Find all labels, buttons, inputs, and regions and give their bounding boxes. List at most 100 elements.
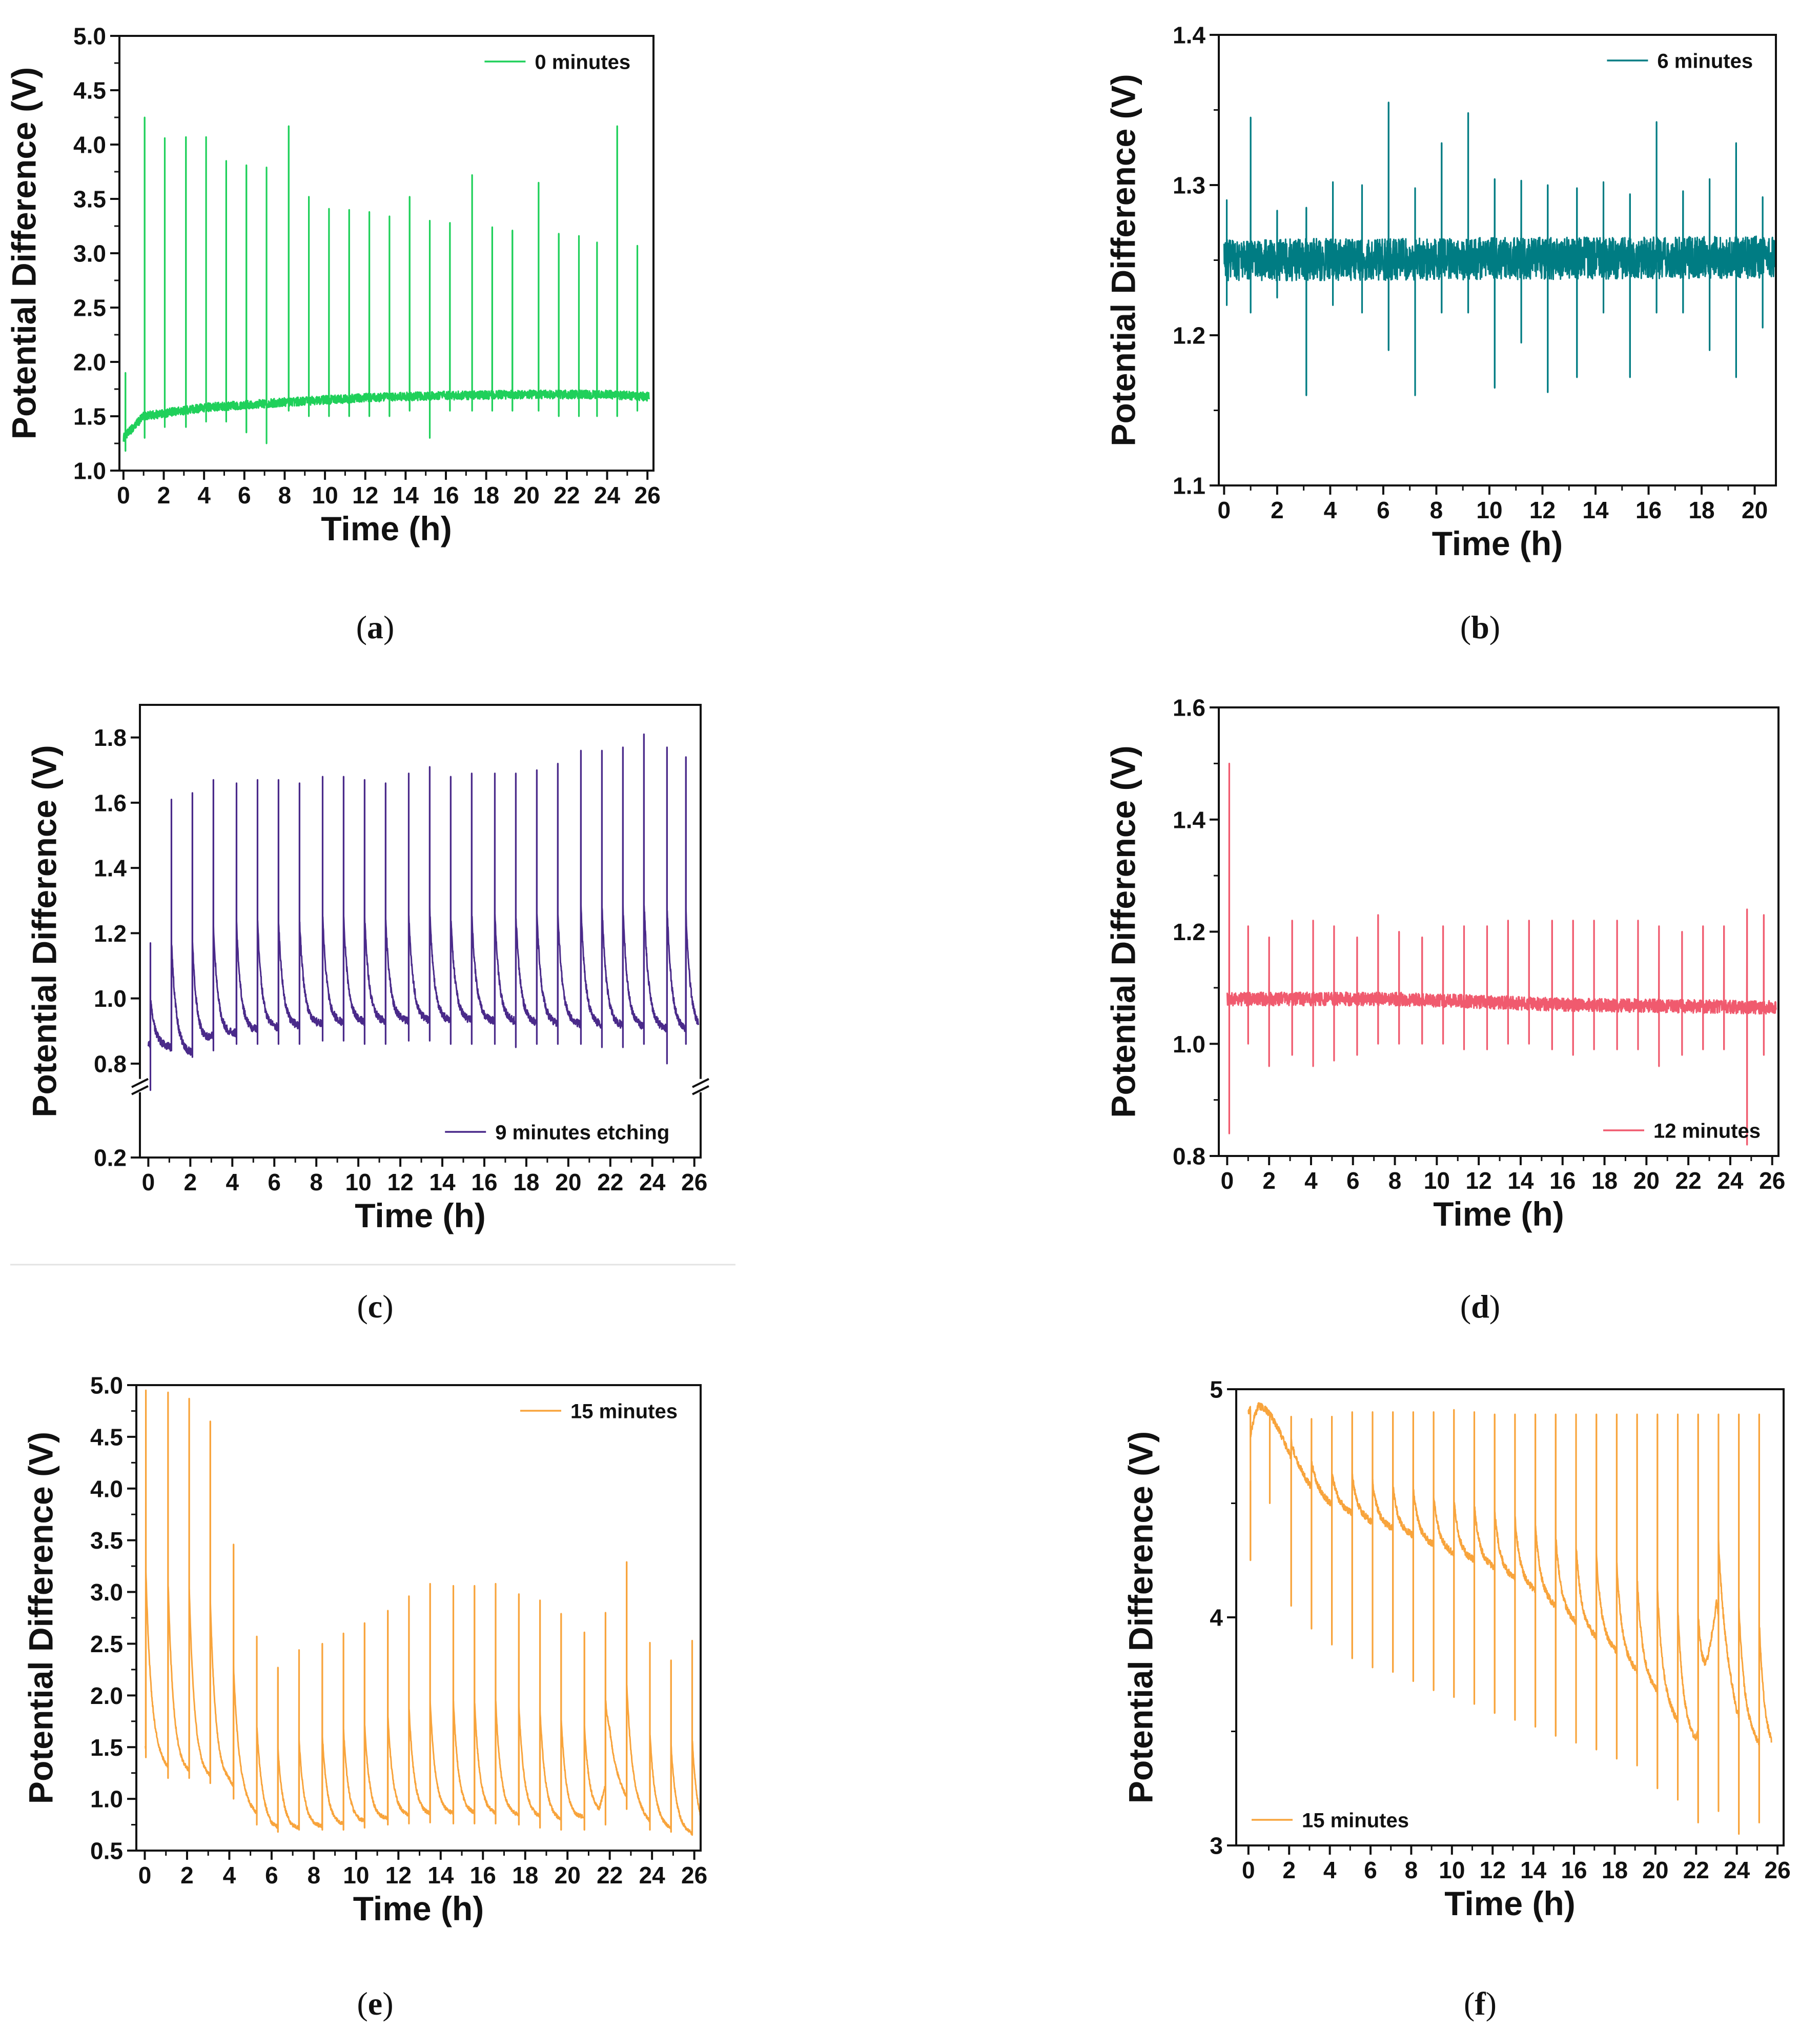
legend: 6 minutes: [1607, 50, 1753, 72]
x-tick-label: 4: [1324, 497, 1337, 523]
caption-letter: e: [368, 1985, 382, 2022]
x-tick-label: 20: [555, 1169, 581, 1195]
x-tick-label: 2: [157, 482, 171, 509]
x-tick-label: 2: [1271, 497, 1284, 523]
x-tick-label: 24: [1724, 1857, 1750, 1883]
axis-break-mark: [692, 1085, 709, 1095]
x-tick-label: 0: [1218, 497, 1231, 523]
y-tick-label: 5.0: [90, 1372, 123, 1399]
x-tick-label: 10: [1439, 1857, 1465, 1883]
legend: 12 minutes: [1603, 1120, 1761, 1142]
x-tick-label: 0: [138, 1862, 152, 1889]
y-tick-label: 2.5: [90, 1631, 123, 1657]
x-axis-title: Time (h): [321, 510, 452, 547]
x-tick-label: 14: [1582, 497, 1609, 523]
x-tick-label: 6: [1377, 497, 1390, 523]
y-tick-label: 1.3: [1173, 172, 1205, 199]
x-tick-label: 14: [1520, 1857, 1547, 1883]
x-tick-label: 18: [1602, 1857, 1628, 1883]
y-axis-title: Potential Difference (V): [1105, 74, 1142, 446]
x-tick-label: 22: [1683, 1857, 1709, 1883]
x-tick-label: 10: [1424, 1167, 1450, 1194]
legend-label: 15 minutes: [1302, 1809, 1409, 1832]
x-tick-label: 26: [1765, 1857, 1791, 1883]
x-axis-title: Time (h): [1433, 1195, 1564, 1233]
y-tick-label: 1.4: [1173, 806, 1205, 833]
chart-panel-e: 0 2 4 6 8 10 12 14 16 18 20 22 24 260.51.01.52.02.53.…: [22, 1372, 708, 2022]
x-tick-label: 26: [1759, 1167, 1785, 1194]
x-tick-label: 18: [1688, 497, 1714, 523]
legend-label: 12 minutes: [1653, 1120, 1761, 1142]
caption-letter: a: [367, 609, 383, 645]
x-tick-label: 24: [639, 1862, 666, 1889]
x-tick-label: 16: [1561, 1857, 1587, 1883]
x-tick-label: 0: [1242, 1857, 1255, 1883]
y-tick-label: 4: [1210, 1605, 1223, 1631]
x-tick-label: 20: [514, 482, 540, 509]
x-tick-label: 0: [117, 482, 130, 509]
caption-paren-open: (: [357, 1985, 367, 2022]
legend-label: 9 minutes etching: [495, 1121, 669, 1144]
caption-letter: d: [1471, 1288, 1489, 1325]
x-tick-label: 4: [226, 1169, 239, 1195]
y-tick-label: 3.0: [73, 240, 106, 267]
y-axis-title: Potential Difference (V): [22, 1432, 60, 1804]
chart-panel-c: 0 2 4 6 8 10 12 14 16 18 20 22 24 260.20.81.01.21.41.…: [26, 704, 709, 1325]
x-tick-label: 18: [512, 1862, 538, 1889]
series-line-d: [1226, 762, 1777, 1146]
axis-break-mark: [131, 1078, 149, 1088]
x-tick-label: 12: [1466, 1167, 1492, 1194]
legend: 0 minutes: [484, 51, 630, 73]
x-tick-label: 12: [352, 482, 378, 509]
plot-frame: [139, 704, 702, 1159]
x-tick-label: 20: [555, 1862, 581, 1889]
x-tick-label: 18: [513, 1169, 539, 1195]
x-tick-label: 8: [278, 482, 292, 509]
legend-label: 0 minutes: [535, 51, 630, 73]
x-tick-label: 6: [238, 482, 251, 509]
x-tick-label: 6: [265, 1862, 278, 1889]
x-tick-label: 14: [427, 1862, 454, 1889]
y-tick-label: 1.0: [1173, 1031, 1205, 1058]
y-axis-title: Potential Difference (V): [5, 67, 43, 439]
x-tick-label: 10: [1476, 497, 1502, 523]
series-line-a: [122, 116, 650, 452]
x-tick-label: 8: [310, 1169, 323, 1195]
series-line-c: [147, 733, 700, 1091]
y-tick-label: 2.5: [73, 295, 106, 321]
panel-caption: (c): [357, 1288, 393, 1325]
y-tick-label: 1.2: [1173, 919, 1205, 945]
x-tick-label: 2: [1262, 1167, 1276, 1194]
legend: 9 minutes etching: [445, 1121, 669, 1144]
caption-paren-close: ): [1489, 1288, 1500, 1325]
x-tick-label: 8: [1388, 1167, 1402, 1194]
y-tick-label: 1.1: [1173, 473, 1205, 499]
y-tick-label: 2.0: [73, 349, 106, 376]
x-tick-label: 16: [1635, 497, 1662, 523]
y-tick-label: 3.5: [73, 186, 106, 213]
y-axis-title: Potential Difference (V): [26, 745, 64, 1117]
caption-paren-open: (: [357, 1288, 367, 1325]
plot-frame: [135, 1384, 702, 1852]
x-tick-label: 24: [594, 482, 621, 509]
legend-label: 6 minutes: [1657, 50, 1753, 72]
caption-letter: c: [368, 1288, 382, 1325]
x-tick-label: 16: [1549, 1167, 1576, 1194]
y-tick-label: 3: [1210, 1833, 1223, 1859]
y-tick-label: 0.8: [94, 1050, 127, 1077]
x-tick-label: 10: [343, 1862, 369, 1889]
x-tick-label: 0: [1221, 1167, 1234, 1194]
x-tick-label: 4: [223, 1862, 236, 1889]
y-tick-label: 4.5: [73, 77, 106, 104]
y-tick-label: 1.0: [94, 985, 127, 1012]
chart-panel-d: 0 2 4 6 8 10 12 14 16 18 20 22 24 260.81.01.21.41.6Ti…: [1105, 695, 1786, 1325]
y-tick-label: 1.2: [94, 920, 127, 947]
y-tick-label: 1.2: [1173, 322, 1205, 349]
chart-panel-b: 0 2 4 6 8 10 12 14 16 18 20 1.1 1.2 1.3 1.4 Time (h) Pot…: [1105, 22, 1777, 645]
x-tick-label: 12: [387, 1169, 413, 1195]
panel-caption: (b): [1460, 609, 1500, 645]
x-tick-label: 12: [1480, 1857, 1506, 1883]
x-tick-label: 4: [197, 482, 211, 509]
